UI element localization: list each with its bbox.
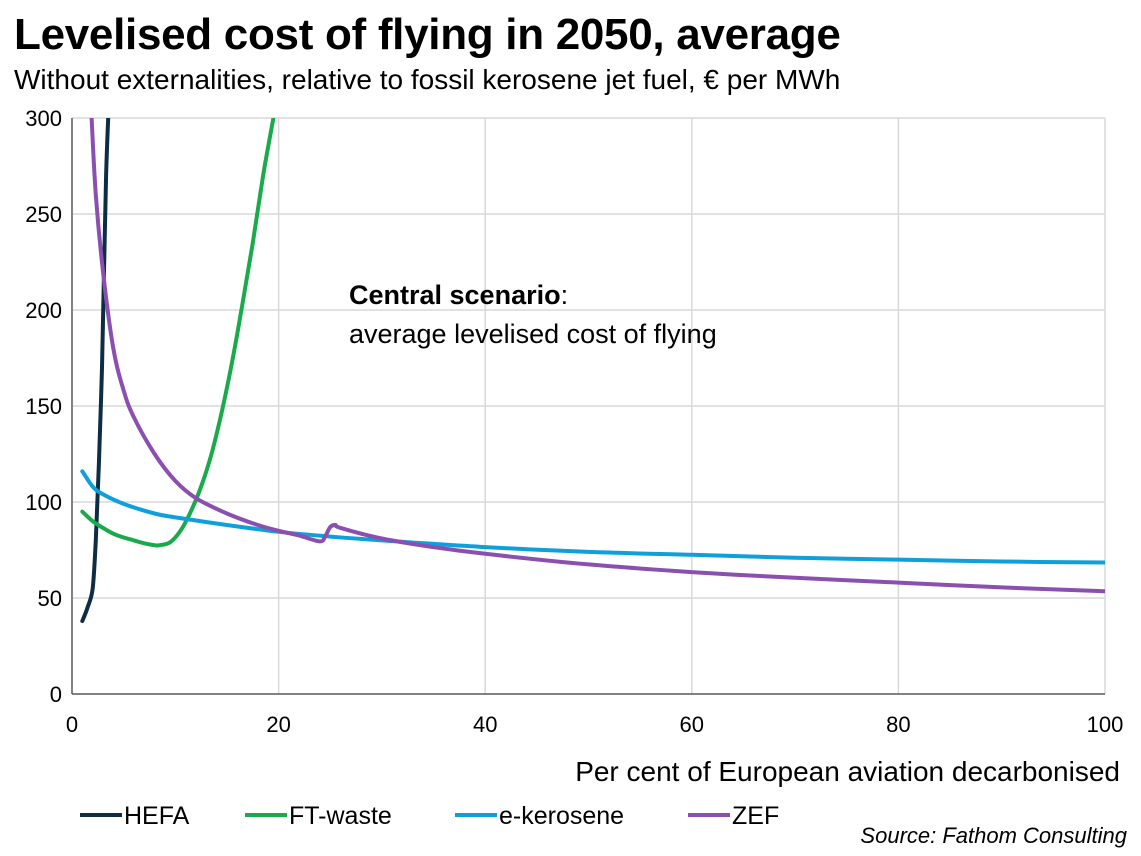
series-layer [80,118,1105,623]
chart-title: Levelised cost of flying in 2050, averag… [14,10,841,59]
y-tick-label: 300 [25,106,62,131]
grid-layer [72,117,1106,694]
series-line-hefa [80,118,111,623]
legend-label-ft-waste: FT-waste [289,802,392,830]
annotation-colon: : [561,280,569,310]
x-tick-label: 100 [1087,712,1124,737]
series-line-zef [89,118,1105,594]
y-tick-label: 100 [25,490,62,515]
annotation-subtitle: average levelised cost of flying [349,319,717,349]
legend: HEFA FT-waste e-kerosene ZEF [80,802,779,830]
series-line-ft-waste [80,118,276,548]
legend-label-e-kerosene: e-kerosene [499,802,624,830]
x-tick-label: 80 [886,712,910,737]
annotation-bold-text: Central scenario [349,280,561,310]
axis-layer: 0 50 100 150 200 250 300 0 20 40 60 80 100 [25,106,1123,737]
x-tick-label: 40 [473,712,497,737]
legend-label-zef: ZEF [732,802,779,830]
x-tick-label: 60 [680,712,704,737]
y-tick-label: 0 [50,682,62,707]
annotation-title: Central scenario: [349,280,568,310]
x-tick-label: 0 [66,712,78,737]
source-note: Source: Fathom Consulting [860,823,1127,848]
legend-label-hefa: HEFA [124,802,190,830]
x-tick-label: 20 [266,712,290,737]
x-axis-label: Per cent of European aviation decarbonis… [575,756,1120,787]
y-tick-label: 50 [38,586,62,611]
y-tick-label: 150 [25,394,62,419]
chart-subtitle: Without externalities, relative to fossi… [14,64,841,95]
y-tick-label: 250 [25,202,62,227]
y-tick-label: 200 [25,298,62,323]
